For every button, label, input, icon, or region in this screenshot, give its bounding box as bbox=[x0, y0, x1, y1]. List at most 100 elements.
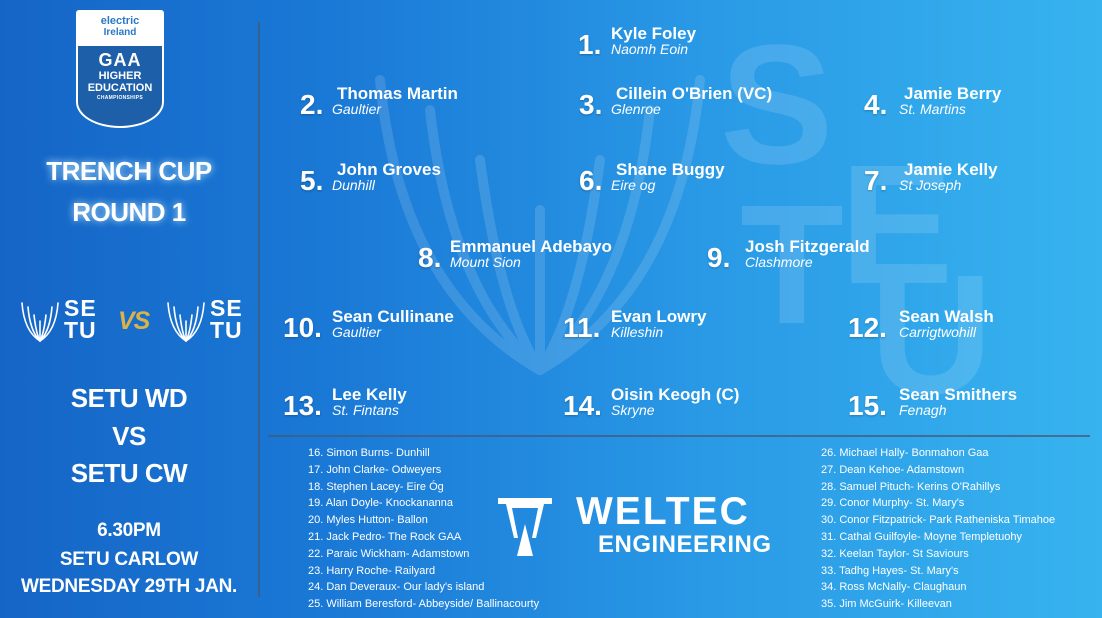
player-name: Josh Fitzgerald bbox=[745, 237, 870, 256]
player-number: 8. bbox=[418, 242, 442, 273]
player-number: 6. bbox=[579, 165, 603, 196]
player-club: Gaultier bbox=[332, 324, 382, 340]
sub-item: 21. Jack Pedro- The Rock GAA bbox=[308, 530, 462, 543]
competition-name: TRENCH CUP bbox=[46, 156, 212, 186]
sub-item: 30. Conor Fitzpatrick- Park Ratheniska T… bbox=[821, 514, 1056, 527]
setu-text-right: SE TU bbox=[210, 295, 243, 343]
player-club: St. Fintans bbox=[332, 402, 399, 418]
player-club: Glenroe bbox=[611, 101, 661, 117]
player-name: Lee Kelly bbox=[332, 385, 407, 404]
player-club: Gaultier bbox=[332, 101, 382, 117]
setu-left-tu: TU bbox=[64, 317, 97, 343]
competition-badge: electric Ireland GAA HIGHER EDUCATION CH… bbox=[76, 10, 164, 128]
sub-item: 28. Samuel Pituch- Kerins O'Rahillys bbox=[821, 480, 1001, 493]
player-name: Evan Lowry bbox=[611, 307, 707, 326]
sub-item: 31. Cathal Guilfoyle- Moyne Templetuohy bbox=[821, 530, 1022, 543]
player-number: 7. bbox=[864, 165, 888, 196]
competition-round: ROUND 1 bbox=[72, 197, 186, 227]
badge-brand-line2: Ireland bbox=[103, 27, 137, 38]
player-club: Clashmore bbox=[745, 254, 813, 270]
sub-item: 17. John Clarke- Odweyers bbox=[308, 463, 442, 476]
player-club: St Joseph bbox=[899, 177, 962, 193]
sub-item: 32. Keelan Taylor- St Saviours bbox=[821, 547, 969, 560]
sub-item: 34. Ross McNally- Claughaun bbox=[821, 581, 967, 594]
sub-item: 22. Paraic Wickham- Adamstown bbox=[308, 547, 470, 560]
setu-logo-right: SE TU bbox=[164, 297, 260, 349]
player-name: Thomas Martin bbox=[337, 84, 458, 103]
sub-item: 24. Dan Deveraux- Our lady's island bbox=[308, 581, 485, 594]
sub-item: 18. Stephen Lacey- Eire Óg bbox=[308, 480, 444, 493]
player-club: Killeshin bbox=[611, 324, 664, 340]
setu-left-se: SE bbox=[64, 295, 97, 321]
weltec-logo-icon bbox=[498, 498, 552, 556]
player-number: 14. bbox=[563, 390, 602, 421]
player-number: 5. bbox=[300, 165, 324, 196]
setu-fan-icon bbox=[167, 302, 205, 342]
badge-subtitle: CHAMPIONSHIPS bbox=[96, 95, 144, 101]
player-name: Cillein O'Brien (VC) bbox=[616, 84, 773, 103]
setu-right-se: SE bbox=[210, 295, 243, 321]
player-number: 3. bbox=[579, 89, 603, 120]
team-one: SETU WD bbox=[70, 383, 188, 413]
match-venue: SETU CARLOW bbox=[59, 549, 199, 570]
player-club: Eire og bbox=[611, 177, 656, 193]
player-club: St. Martins bbox=[899, 101, 966, 117]
sub-item: 20. Myles Hutton- Ballon bbox=[308, 514, 428, 527]
substitutes-left: 16. Simon Burns- Dunhill 17. John Clarke… bbox=[308, 445, 539, 613]
player-name: Jamie Kelly bbox=[904, 160, 998, 179]
watermark-letter-s: S bbox=[720, 10, 834, 200]
player-number: 4. bbox=[864, 89, 888, 120]
sub-item: 26. Michael Hally- Bonmahon Gaa bbox=[821, 447, 989, 459]
watermark-fan-icon bbox=[375, 75, 705, 375]
player-number: 10. bbox=[283, 312, 322, 343]
player-name: Kyle Foley bbox=[611, 24, 697, 43]
player-club: Carrigtwohill bbox=[899, 324, 977, 340]
left-panel: electric Ireland GAA HIGHER EDUCATION CH… bbox=[0, 0, 258, 618]
player-number: 11. bbox=[563, 312, 601, 343]
player-name: Oisin Keogh (C) bbox=[611, 385, 740, 404]
vertical-divider bbox=[258, 22, 260, 597]
player-name: Sean Cullinane bbox=[332, 307, 454, 326]
sub-item: 25. William Beresford- Abbeyside/ Ballin… bbox=[308, 598, 540, 611]
player-name: Jamie Berry bbox=[904, 84, 1002, 103]
substitutes-right: 26. Michael Hally- Bonmahon Gaa 27. Dean… bbox=[821, 445, 1055, 613]
horizontal-divider bbox=[268, 435, 1090, 437]
badge-body: GAA HIGHER EDUCATION CHAMPIONSHIPS bbox=[76, 46, 164, 128]
sponsor-name: WELTEC bbox=[576, 490, 750, 533]
player-name: Emmanuel Adebayo bbox=[450, 237, 612, 256]
player-club: Naomh Eoin bbox=[611, 41, 689, 57]
player-number: 9. bbox=[707, 242, 731, 273]
badge-brand-line1: electric bbox=[100, 15, 140, 27]
player-name: Shane Buggy bbox=[616, 160, 725, 179]
sub-item: 16. Simon Burns- Dunhill bbox=[308, 447, 430, 459]
player-name: John Groves bbox=[337, 160, 441, 179]
setu-logo-left: SE TU bbox=[18, 297, 114, 349]
player-name: Sean Smithers bbox=[899, 385, 1018, 404]
setu-text-left: SE TU bbox=[64, 295, 97, 343]
player-number: 1. bbox=[578, 29, 602, 60]
sub-item: 29. Conor Murphy- St. Mary's bbox=[821, 497, 965, 510]
badge-title-line2: EDUCATION bbox=[87, 82, 153, 94]
setu-fan-icon bbox=[21, 302, 59, 342]
teams-logo-row: SE TU VS SE TU bbox=[0, 297, 258, 349]
sub-item: 19. Alan Doyle- Knockananna bbox=[308, 497, 453, 510]
match-date: WEDNESDAY 29TH JAN. bbox=[20, 576, 238, 597]
player-club: Skryne bbox=[611, 402, 655, 418]
setu-right-tu: TU bbox=[210, 317, 243, 343]
player-club: Fenagh bbox=[899, 402, 947, 418]
player-club: Mount Sion bbox=[450, 254, 521, 270]
sub-item: 27. Dean Kehoe- Adamstown bbox=[821, 463, 965, 476]
player-club: Dunhill bbox=[332, 177, 375, 193]
player-number: 2. bbox=[300, 89, 324, 120]
badge-org: GAA bbox=[98, 50, 142, 70]
sub-item: 23. Harry Roche- Railyard bbox=[308, 564, 436, 577]
player-name: Sean Walsh bbox=[899, 307, 994, 326]
player-number: 15. bbox=[848, 390, 887, 421]
sub-item: 35. Jim McGuirk- Killeevan bbox=[821, 598, 952, 611]
vs-logo: VS bbox=[118, 307, 150, 335]
team-two: SETU CW bbox=[70, 458, 188, 488]
match-time: 6.30PM bbox=[97, 520, 161, 541]
match-vs: VS bbox=[112, 421, 146, 451]
player-number: 12. bbox=[848, 312, 887, 343]
sub-item: 33. Tadhg Hayes- St. Mary's bbox=[821, 564, 959, 577]
